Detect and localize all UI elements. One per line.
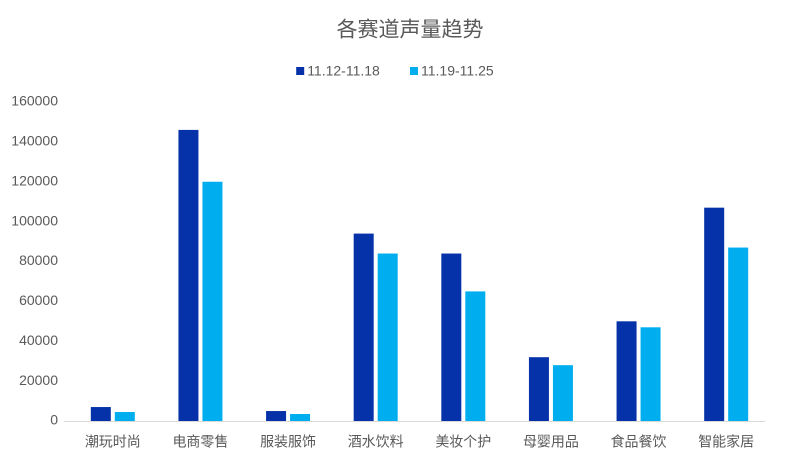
y-tick-label: 0 [50,412,58,428]
bar [266,411,287,421]
x-tick-label: 母婴用品 [523,434,579,450]
y-tick-label: 140000 [11,133,58,149]
chart-title: 各赛道声量趋势 [337,19,484,42]
x-tick-label: 美妆个护 [435,434,491,450]
bar [465,291,486,421]
legend-label: 11.19-11.25 [421,63,494,79]
y-tick-label: 100000 [11,212,58,228]
bar [202,181,223,421]
legend-label: 11.12-11.18 [307,63,380,79]
x-tick-label: 电商零售 [172,434,228,450]
x-tick-label: 智能家居 [698,434,754,450]
x-tick-label: 服装服饰 [260,434,316,450]
x-tick-label: 潮玩时尚 [85,434,141,450]
bar [640,327,661,421]
bar [728,247,749,421]
y-tick-label: 160000 [11,93,58,109]
x-tick-label: 食品餐饮 [611,434,667,450]
bar [178,129,199,421]
y-tick-label: 60000 [19,292,58,308]
bar [377,253,398,421]
y-tick-label: 40000 [19,332,58,348]
bar [704,207,725,421]
legend-swatch [296,67,305,75]
legend-swatch [410,67,418,75]
bar [353,233,374,421]
bar [441,253,462,421]
bar [114,412,135,421]
y-tick-label: 80000 [19,252,58,268]
bar [616,321,637,421]
y-tick-label: 120000 [11,172,58,188]
bar [552,365,573,421]
x-tick-label: 酒水饮料 [348,434,404,450]
bar [90,407,111,421]
y-tick-label: 20000 [19,372,58,388]
bar [290,414,311,421]
bar [528,357,549,421]
